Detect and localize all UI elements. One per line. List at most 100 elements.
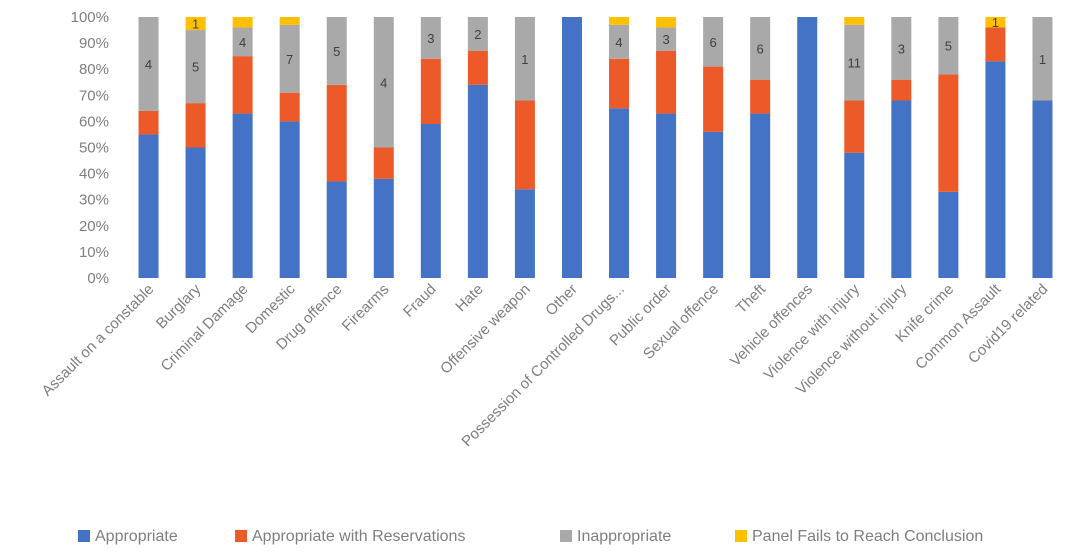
bar-segment-inappropriate xyxy=(185,30,206,104)
x-category-label: Hate xyxy=(452,281,486,315)
bar-segment-inappropriate xyxy=(373,17,394,148)
data-label: 3 xyxy=(427,31,434,46)
bar-segment-appropriate-with-reservations xyxy=(656,50,677,114)
bar-segment-appropriate-with-reservations xyxy=(232,56,253,114)
data-label: 4 xyxy=(145,57,152,72)
bar-segment-inappropriate xyxy=(279,24,300,93)
bar-segment-appropriate xyxy=(703,131,724,278)
bar-segment-appropriate xyxy=(279,121,300,279)
bar-segment-appropriate xyxy=(561,17,582,278)
bar-segment-panel-fails-to-reach-conclusion xyxy=(656,17,677,28)
bar-segment-appropriate-with-reservations xyxy=(891,79,912,101)
bar-segment-panel-fails-to-reach-conclusion xyxy=(609,17,630,25)
bar-segment-appropriate xyxy=(656,113,677,278)
legend-item-inappropriate: Inappropriate xyxy=(560,528,671,545)
bar-segment-panel-fails-to-reach-conclusion xyxy=(844,17,865,25)
data-label: 1 xyxy=(992,15,999,30)
bar-segment-appropriate xyxy=(891,100,912,279)
bar-segment-appropriate-with-reservations xyxy=(609,58,630,109)
x-category-label: Criminal Damage xyxy=(157,281,251,375)
x-category-label: Common Assault xyxy=(912,280,1005,373)
bar-segment-panel-fails-to-reach-conclusion xyxy=(185,17,206,31)
data-label: 1 xyxy=(1039,52,1046,67)
bar-segment-appropriate xyxy=(514,189,535,278)
legend-label: Appropriate xyxy=(95,528,178,545)
y-tick-label: 60% xyxy=(79,113,109,130)
bar-segment-inappropriate xyxy=(467,17,488,51)
bar-segment-appropriate-with-reservations xyxy=(938,74,959,192)
bar-segment-inappropriate xyxy=(1032,17,1053,101)
bar-segment-appropriate-with-reservations xyxy=(326,84,347,182)
bar-segment-appropriate-with-reservations xyxy=(703,66,724,132)
data-label: 5 xyxy=(945,39,952,54)
bar-segment-appropriate-with-reservations xyxy=(373,147,394,179)
bar-segment-appropriate xyxy=(750,113,771,278)
y-tick-label: 0% xyxy=(87,270,109,287)
bar-segment-appropriate-with-reservations xyxy=(844,100,865,153)
bar-segment-appropriate xyxy=(467,84,488,278)
data-label: 6 xyxy=(757,41,764,56)
data-label: 6 xyxy=(710,35,717,50)
bar-segment-inappropriate xyxy=(326,17,347,85)
data-label: 4 xyxy=(615,35,622,50)
bar-segment-appropriate xyxy=(797,17,818,278)
y-tick-label: 90% xyxy=(79,35,109,52)
data-label: 2 xyxy=(474,27,481,42)
legend-swatch xyxy=(235,530,247,542)
bar-segment-panel-fails-to-reach-conclusion xyxy=(232,17,253,28)
data-label: 1 xyxy=(521,52,528,67)
y-tick-label: 20% xyxy=(79,218,109,235)
bar-segment-inappropriate xyxy=(844,24,865,101)
bar-segment-inappropriate xyxy=(514,17,535,101)
legend-label: Panel Fails to Reach Conclusion xyxy=(752,528,983,545)
legend-swatch xyxy=(78,530,90,542)
x-category-label: Assault on a constable xyxy=(39,281,158,400)
data-label: 5 xyxy=(333,44,340,59)
legend-item-appropriate-with-reservations: Appropriate with Reservations xyxy=(235,528,465,545)
x-category-label: Fraud xyxy=(400,281,440,321)
y-tick-label: 80% xyxy=(79,61,109,78)
bar-segment-appropriate-with-reservations xyxy=(138,110,159,135)
bar-segment-appropriate xyxy=(138,134,159,278)
bar-segment-appropriate-with-reservations xyxy=(279,92,300,122)
x-category-label: Firearms xyxy=(339,281,393,335)
legend-swatch xyxy=(735,530,747,542)
legend: Appropriate Appropriate with Reservations… xyxy=(78,528,983,545)
bar-segment-panel-fails-to-reach-conclusion xyxy=(985,17,1006,28)
y-tick-label: 100% xyxy=(71,9,109,26)
bar-segment-appropriate-with-reservations xyxy=(985,27,1006,62)
bar-segment-inappropriate xyxy=(609,24,630,59)
bar-segment-inappropriate xyxy=(703,17,724,67)
bar-segment-inappropriate xyxy=(138,17,159,111)
data-label: 3 xyxy=(662,32,669,47)
bar-segment-appropriate-with-reservations xyxy=(420,58,441,125)
bar-segment-inappropriate xyxy=(891,17,912,80)
bars xyxy=(138,17,1053,279)
bar-segment-inappropriate xyxy=(750,17,771,80)
bar-segment-inappropriate xyxy=(938,17,959,75)
y-tick-label: 50% xyxy=(79,140,109,157)
bar-segment-inappropriate xyxy=(656,27,677,51)
data-label: 3 xyxy=(898,41,905,56)
x-category-label: Offensive weapon xyxy=(437,281,534,378)
bar-segment-appropriate xyxy=(844,152,865,278)
x-category-label: Other xyxy=(542,281,581,320)
bar-segment-appropriate-with-reservations xyxy=(514,100,535,190)
bar-segment-appropriate xyxy=(185,147,206,278)
data-label: 7 xyxy=(286,52,293,67)
bar-segment-appropriate xyxy=(232,113,253,278)
x-category-label: Theft xyxy=(733,280,770,317)
bar-segment-appropriate xyxy=(609,108,630,278)
bar-segment-panel-fails-to-reach-conclusion xyxy=(279,17,300,25)
legend-item-appropriate: Appropriate xyxy=(78,528,178,545)
bar-segment-appropriate xyxy=(326,181,347,278)
bar-segment-appropriate-with-reservations xyxy=(750,79,771,114)
legend-swatch xyxy=(560,530,572,542)
bar-segment-appropriate xyxy=(373,178,394,278)
bar-segment-inappropriate xyxy=(420,17,441,59)
y-tick-label: 40% xyxy=(79,166,109,183)
